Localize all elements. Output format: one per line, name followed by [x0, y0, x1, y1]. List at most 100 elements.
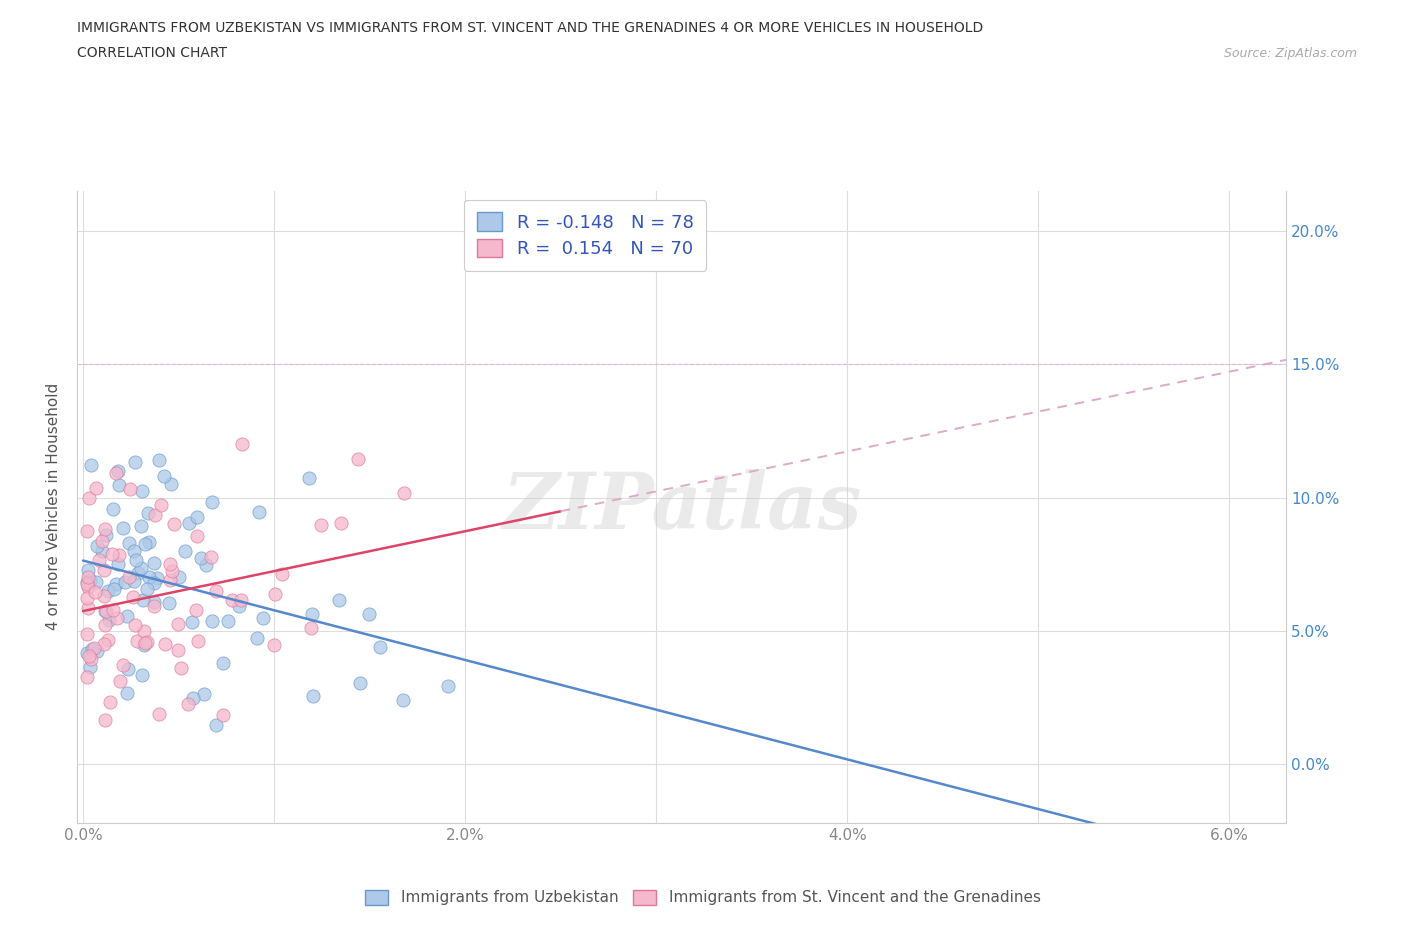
- Point: [153, 469, 176, 484]
- Point: [76, 524, 98, 538]
- Point: [392, 485, 415, 500]
- Point: [263, 637, 285, 652]
- Point: [329, 516, 352, 531]
- Point: [115, 685, 138, 700]
- Point: [127, 565, 149, 580]
- Point: [122, 590, 145, 604]
- Point: [143, 508, 166, 523]
- Point: [159, 573, 181, 588]
- Point: [190, 551, 212, 565]
- Point: [76, 670, 98, 684]
- Point: [134, 537, 156, 551]
- Point: [79, 660, 101, 675]
- Point: [117, 661, 139, 676]
- Point: [111, 658, 134, 672]
- Point: [77, 490, 100, 505]
- Point: [84, 585, 107, 600]
- Point: [90, 534, 112, 549]
- Point: [94, 527, 117, 542]
- Point: [118, 570, 141, 585]
- Point: [301, 606, 323, 621]
- Point: [146, 571, 169, 586]
- Point: [94, 618, 117, 632]
- Point: [77, 569, 100, 584]
- Point: [107, 463, 129, 478]
- Point: [177, 516, 200, 531]
- Point: [392, 693, 415, 708]
- Point: [94, 604, 117, 618]
- Point: [93, 713, 115, 728]
- Point: [105, 610, 128, 625]
- Point: [301, 689, 323, 704]
- Point: [118, 536, 141, 551]
- Text: IMMIGRANTS FROM UZBEKISTAN VS IMMIGRANTS FROM ST. VINCENT AND THE GRENADINES 4 O: IMMIGRANTS FROM UZBEKISTAN VS IMMIGRANTS…: [77, 21, 984, 35]
- Point: [159, 556, 181, 571]
- Point: [93, 562, 115, 577]
- Point: [76, 645, 98, 660]
- Point: [86, 575, 108, 590]
- Point: [79, 572, 101, 587]
- Point: [174, 543, 197, 558]
- Point: [76, 577, 98, 591]
- Point: [153, 637, 176, 652]
- Point: [77, 648, 100, 663]
- Point: [309, 517, 332, 532]
- Point: [132, 592, 155, 607]
- Point: [83, 641, 105, 656]
- Point: [76, 579, 98, 594]
- Point: [221, 592, 243, 607]
- Point: [150, 498, 173, 512]
- Legend: Immigrants from Uzbekistan, Immigrants from St. Vincent and the Grenadines: Immigrants from Uzbekistan, Immigrants f…: [353, 877, 1053, 918]
- Point: [368, 639, 391, 654]
- Point: [142, 555, 165, 570]
- Point: [143, 576, 166, 591]
- Point: [186, 510, 208, 525]
- Point: [107, 556, 129, 571]
- Point: [217, 613, 239, 628]
- Point: [93, 522, 115, 537]
- Point: [186, 529, 208, 544]
- Point: [212, 656, 235, 671]
- Point: [84, 480, 107, 495]
- Point: [79, 458, 101, 472]
- Point: [136, 506, 159, 521]
- Point: [77, 563, 100, 578]
- Point: [299, 620, 322, 635]
- Point: [159, 477, 181, 492]
- Point: [124, 618, 146, 632]
- Point: [122, 574, 145, 589]
- Point: [167, 570, 190, 585]
- Point: [170, 660, 193, 675]
- Point: [138, 534, 160, 549]
- Point: [122, 544, 145, 559]
- Point: [93, 637, 115, 652]
- Point: [97, 613, 120, 628]
- Point: [186, 602, 208, 617]
- Point: [167, 617, 190, 631]
- Point: [91, 544, 114, 559]
- Point: [76, 627, 98, 642]
- Point: [101, 603, 124, 618]
- Point: [263, 586, 285, 601]
- Point: [194, 557, 217, 572]
- Point: [131, 668, 153, 683]
- Text: ZIPatlas: ZIPatlas: [502, 469, 862, 545]
- Point: [104, 577, 127, 591]
- Point: [167, 643, 190, 658]
- Point: [181, 690, 204, 705]
- Point: [231, 592, 253, 607]
- Point: [86, 644, 108, 658]
- Point: [187, 633, 209, 648]
- Point: [124, 454, 146, 469]
- Point: [135, 581, 157, 596]
- Text: Source: ZipAtlas.com: Source: ZipAtlas.com: [1223, 47, 1357, 60]
- Point: [125, 552, 148, 567]
- Point: [201, 613, 224, 628]
- Point: [160, 564, 183, 578]
- Point: [347, 452, 370, 467]
- Legend: R = -0.148   N = 78, R =  0.154   N = 70: R = -0.148 N = 78, R = 0.154 N = 70: [464, 200, 706, 271]
- Point: [129, 560, 152, 575]
- Point: [157, 596, 180, 611]
- Y-axis label: 4 or more Vehicles in Household: 4 or more Vehicles in Household: [46, 383, 62, 631]
- Point: [359, 606, 381, 621]
